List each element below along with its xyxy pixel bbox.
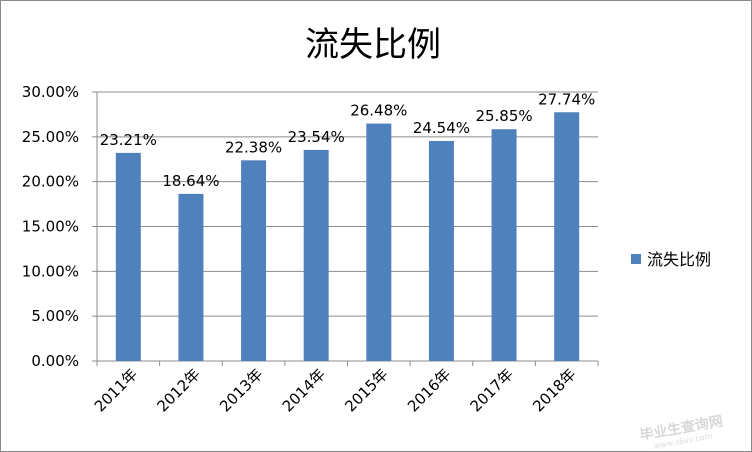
data-label: 25.85% xyxy=(475,107,532,125)
y-tick-label: 0.00% xyxy=(31,352,79,370)
data-label: 27.74% xyxy=(538,90,595,108)
bars xyxy=(115,112,580,361)
legend-swatch xyxy=(631,254,641,264)
x-tick-label: 2016年 xyxy=(404,365,454,415)
y-tick-label: 25.00% xyxy=(22,128,79,146)
x-tick-label: 2017年 xyxy=(467,365,517,415)
legend-label: 流失比例 xyxy=(647,250,711,269)
y-tick-label: 5.00% xyxy=(31,307,79,325)
y-tick-label: 20.00% xyxy=(22,173,79,191)
bar xyxy=(428,140,454,361)
x-tick-label: 2013年 xyxy=(216,365,266,415)
data-label: 23.54% xyxy=(288,128,345,146)
bar xyxy=(491,129,517,361)
y-tick-label: 10.00% xyxy=(22,262,79,280)
watermark: 毕业生查询网 www.s6vv.com xyxy=(638,413,724,451)
bar xyxy=(366,123,392,361)
data-label: 24.54% xyxy=(413,119,470,137)
x-tick-label: 2018年 xyxy=(529,365,579,415)
gridlines xyxy=(97,91,598,362)
data-label: 26.48% xyxy=(350,102,407,120)
x-tick-label: 2012年 xyxy=(153,365,203,415)
chart-title: 流失比例 xyxy=(305,25,441,65)
data-labels: 23.21% 18.64% 22.38% 23.54% 26.48% 24.54% 25.8… xyxy=(100,90,596,190)
bar xyxy=(241,160,267,361)
x-tick-label: 2014年 xyxy=(279,365,329,415)
y-tick-label: 15.00% xyxy=(22,218,79,236)
x-tick-label: 2015年 xyxy=(341,365,391,415)
data-label: 22.38% xyxy=(225,138,282,156)
bar xyxy=(178,193,204,361)
data-label: 23.21% xyxy=(100,131,157,149)
bar xyxy=(554,112,580,361)
bar xyxy=(303,149,329,361)
data-label: 18.64% xyxy=(162,172,219,190)
x-tick-label: 2011年 xyxy=(91,365,141,415)
y-tick-label: 30.00% xyxy=(22,83,79,101)
bar xyxy=(115,152,141,361)
legend: 流失比例 xyxy=(631,250,711,269)
